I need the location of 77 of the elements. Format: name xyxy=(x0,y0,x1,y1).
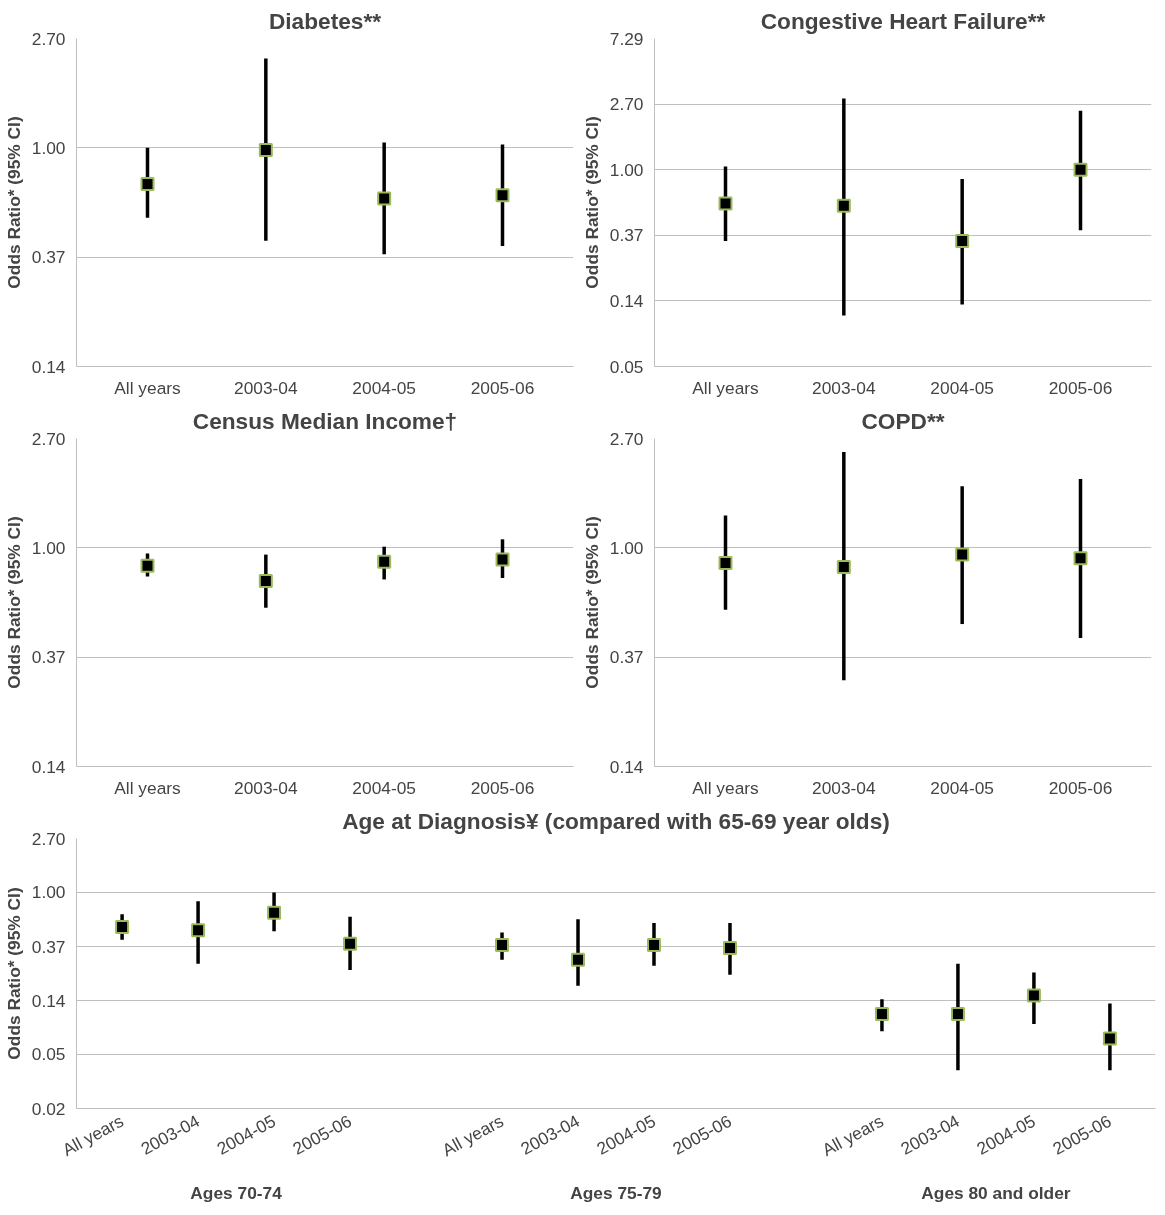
y-tick-label: 2.70 xyxy=(31,428,66,449)
x-tick-label: 2005-06 xyxy=(1048,777,1113,798)
point xyxy=(1102,1031,1117,1046)
chart-title: Diabetes** xyxy=(268,7,382,34)
y-tick-label: 1.00 xyxy=(609,159,644,180)
point xyxy=(115,920,130,934)
y-tick-label: 2.70 xyxy=(609,94,644,115)
y-tick-label: 0.37 xyxy=(609,647,644,668)
x-tick-label: 2003-04 xyxy=(812,777,876,798)
x-tick-label: All years xyxy=(114,377,182,398)
point xyxy=(950,1006,965,1021)
text: Ages 75-79 xyxy=(570,1182,662,1203)
point xyxy=(836,198,851,213)
x-tick-label: 2003-04 xyxy=(234,777,298,798)
y-axis-title: Odds Ratio* (95% CI) xyxy=(3,887,24,1060)
chart-title: Age at Diagnosis¥ (compared with 65-69 year olds) xyxy=(342,807,890,834)
chart-title: Census Median Income† xyxy=(192,407,458,434)
point xyxy=(343,936,358,951)
y-tick-label: 0.05 xyxy=(609,356,644,377)
y-axis-title: Odds Ratio* (95% CI) xyxy=(581,116,602,289)
point xyxy=(1073,162,1088,177)
y-tick-label: 0.14 xyxy=(31,356,66,377)
x-tick-label: All years xyxy=(692,777,760,798)
point xyxy=(571,952,586,967)
point xyxy=(718,196,733,211)
y-tick-label: 1.00 xyxy=(31,137,66,158)
point xyxy=(258,573,273,588)
x-tick-label: 2005-06 xyxy=(470,377,535,398)
y-axis-title: Odds Ratio* (95% CI) xyxy=(3,116,24,289)
y-tick-label: 0.14 xyxy=(609,756,644,777)
y-tick-label: 0.37 xyxy=(31,247,66,268)
point xyxy=(140,176,155,191)
text: Ages 70-74 xyxy=(190,1182,283,1203)
x-tick-label: 2004-05 xyxy=(352,377,416,398)
x-tick-label: 2004-05 xyxy=(352,777,416,798)
y-tick-label: 0.37 xyxy=(31,936,66,957)
point xyxy=(495,938,510,953)
y-tick-label: 0.37 xyxy=(609,225,644,246)
x-tick-label: 2005-06 xyxy=(470,777,535,798)
y-tick-label: 2.70 xyxy=(609,428,644,449)
point xyxy=(377,191,392,206)
x-tick-label: 2003-04 xyxy=(812,377,876,398)
y-axis-title: Odds Ratio* (95% CI) xyxy=(581,516,602,689)
y-tick-label: 0.14 xyxy=(31,756,66,777)
chart-title: COPD** xyxy=(861,407,945,434)
y-axis-title: Odds Ratio* (95% CI) xyxy=(3,516,24,689)
x-tick-label: All years xyxy=(692,377,760,398)
point xyxy=(1026,988,1041,1003)
point xyxy=(495,188,510,203)
point xyxy=(140,558,155,573)
y-tick-label: 1.00 xyxy=(609,537,644,558)
x-tick-label: 2003-04 xyxy=(234,377,298,398)
y-tick-label: 0.37 xyxy=(31,647,66,668)
y-tick-label: 7.29 xyxy=(609,28,644,49)
chart-title: Congestive Heart Failure** xyxy=(760,7,1046,34)
x-tick-label: 2004-05 xyxy=(930,777,994,798)
point xyxy=(874,1006,889,1021)
text: Ages 80 and older xyxy=(921,1182,1071,1203)
point xyxy=(495,552,510,567)
y-tick-label: 2.70 xyxy=(31,828,66,849)
y-tick-label: 0.02 xyxy=(31,1098,66,1119)
point xyxy=(377,554,392,569)
x-tick-label: 2005-06 xyxy=(1048,377,1113,398)
y-tick-label: 0.05 xyxy=(31,1044,66,1065)
point xyxy=(722,941,737,956)
y-tick-label: 1.00 xyxy=(31,537,66,558)
x-tick-label: All years xyxy=(114,777,182,798)
y-tick-label: 0.14 xyxy=(31,990,66,1011)
point xyxy=(267,905,282,920)
point xyxy=(646,938,661,953)
point xyxy=(191,923,206,938)
y-tick-label: 2.70 xyxy=(31,28,66,49)
x-tick-label: 2004-05 xyxy=(930,377,994,398)
y-tick-label: 1.00 xyxy=(31,882,66,903)
point xyxy=(955,233,970,248)
point xyxy=(258,143,273,158)
y-tick-label: 0.14 xyxy=(609,290,644,311)
